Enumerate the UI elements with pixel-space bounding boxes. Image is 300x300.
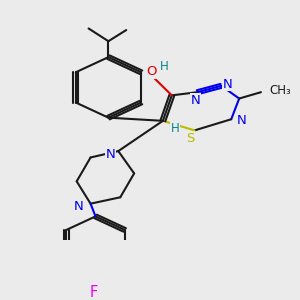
Text: N: N <box>74 200 83 213</box>
Text: F: F <box>89 285 98 300</box>
Text: O: O <box>147 65 157 78</box>
Text: N: N <box>222 78 232 91</box>
Text: N: N <box>191 94 200 106</box>
Text: H: H <box>160 60 168 73</box>
Text: H: H <box>170 122 179 135</box>
Text: CH₃: CH₃ <box>269 84 291 97</box>
Text: N: N <box>106 148 115 161</box>
Text: N: N <box>236 114 246 127</box>
Text: S: S <box>186 132 195 145</box>
